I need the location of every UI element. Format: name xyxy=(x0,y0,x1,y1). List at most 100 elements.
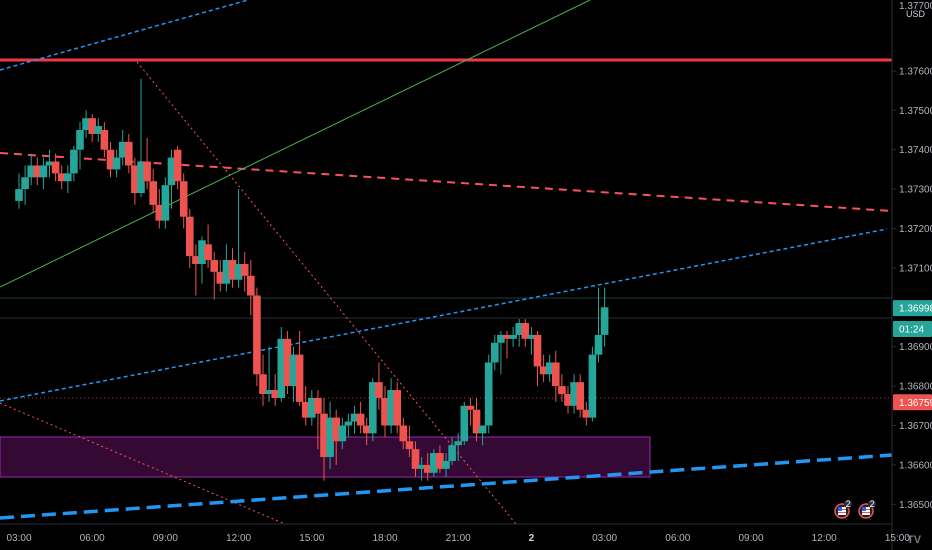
candle-body xyxy=(582,409,591,418)
candle-body xyxy=(64,173,72,182)
candle-body xyxy=(497,334,505,343)
price-tag-label: 1.36998 xyxy=(899,304,932,315)
currency-label[interactable]: USD xyxy=(906,9,926,19)
time-tick-label: 09:00 xyxy=(738,533,763,544)
candle-body xyxy=(332,417,340,442)
candle-body xyxy=(265,390,273,394)
candle xyxy=(564,386,572,414)
svg-text:2: 2 xyxy=(846,499,851,509)
candle-body xyxy=(295,354,304,402)
candle-body xyxy=(94,126,103,134)
price-tick-label: 1.36600 xyxy=(899,460,932,471)
us-flag-badge-2[interactable]: 2 xyxy=(858,499,876,519)
candle xyxy=(192,244,200,296)
candle-body xyxy=(112,157,121,170)
channel-middle-line[interactable] xyxy=(0,228,888,402)
candle xyxy=(131,157,139,205)
candle xyxy=(576,374,584,418)
channel-lower-line[interactable] xyxy=(0,453,893,520)
candle-body xyxy=(588,354,597,418)
candle-body xyxy=(308,397,316,418)
price-tick-label: 1.37600 xyxy=(899,66,932,77)
candle-body xyxy=(381,397,389,426)
candle-body xyxy=(186,216,194,257)
candle xyxy=(582,401,591,426)
svg-text:TV: TV xyxy=(907,534,922,546)
candle-body xyxy=(216,271,225,284)
candle xyxy=(64,165,72,194)
candle-body xyxy=(143,161,151,182)
candle-body xyxy=(515,323,523,335)
candle xyxy=(27,153,35,186)
candle xyxy=(497,330,505,375)
candle xyxy=(552,350,560,402)
candle xyxy=(308,390,316,426)
candle-body xyxy=(283,338,292,387)
candle xyxy=(460,401,469,446)
candle xyxy=(344,413,353,438)
candle xyxy=(393,382,401,434)
descending-trendline[interactable] xyxy=(0,152,893,212)
candle xyxy=(21,165,29,205)
candle-body xyxy=(247,275,255,296)
candle-body xyxy=(503,334,511,339)
candle-body xyxy=(491,342,499,363)
candle-body xyxy=(460,405,469,442)
dotted-diagonal-2[interactable] xyxy=(0,402,286,525)
candle xyxy=(149,169,157,213)
tradingview-logo[interactable]: TV xyxy=(907,534,922,546)
candle xyxy=(70,145,78,182)
candle xyxy=(112,149,121,178)
candle-body xyxy=(70,149,78,174)
candle xyxy=(338,417,347,450)
candle-body xyxy=(253,295,261,375)
candle xyxy=(466,397,475,426)
candle xyxy=(210,252,218,300)
ascending-trendline[interactable] xyxy=(0,0,591,288)
candle xyxy=(405,425,414,458)
channel-upper-line[interactable] xyxy=(0,0,249,71)
event-badges[interactable]: 2 2 xyxy=(834,499,876,519)
candle xyxy=(228,248,237,288)
candle-body xyxy=(326,417,334,458)
candle xyxy=(423,453,432,481)
candle-body xyxy=(289,354,298,387)
candle-body xyxy=(430,453,438,473)
candle-body xyxy=(558,386,566,394)
candle xyxy=(94,118,103,142)
candle-body xyxy=(564,393,572,406)
us-flag-badge-1[interactable]: 2 xyxy=(834,499,852,519)
candle xyxy=(503,330,511,359)
time-axis[interactable]: 03:00 06:00 09:00 12:00 15:00 18:00 21:00 2 03:0… xyxy=(6,533,910,544)
price-tick-label: 1.36800 xyxy=(899,382,932,393)
candle-body xyxy=(198,240,206,264)
candle-body xyxy=(533,334,542,367)
candle xyxy=(558,374,566,402)
candle-body xyxy=(118,141,127,158)
candle-body xyxy=(362,425,371,434)
candle-body xyxy=(204,244,212,261)
candle xyxy=(399,417,408,450)
candle-body xyxy=(76,130,84,150)
candle-body xyxy=(448,445,456,461)
candle-body xyxy=(417,464,426,469)
time-tick-label: 12:00 xyxy=(226,533,251,544)
candle-body xyxy=(375,382,383,398)
candle xyxy=(478,425,487,446)
price-tick-label: 1.37400 xyxy=(899,145,932,156)
candle-body xyxy=(539,366,548,375)
candle-body xyxy=(393,390,401,426)
candle xyxy=(118,130,127,166)
candle xyxy=(314,390,322,450)
candle-body xyxy=(320,413,328,458)
price-tag-label: 1.36759 xyxy=(899,398,932,409)
candle xyxy=(600,287,609,347)
candle xyxy=(271,374,279,406)
candle xyxy=(533,330,542,387)
candle xyxy=(472,397,481,442)
candle xyxy=(509,327,517,347)
candle xyxy=(204,224,212,268)
candle-body xyxy=(478,425,487,434)
candle-body xyxy=(369,382,377,434)
